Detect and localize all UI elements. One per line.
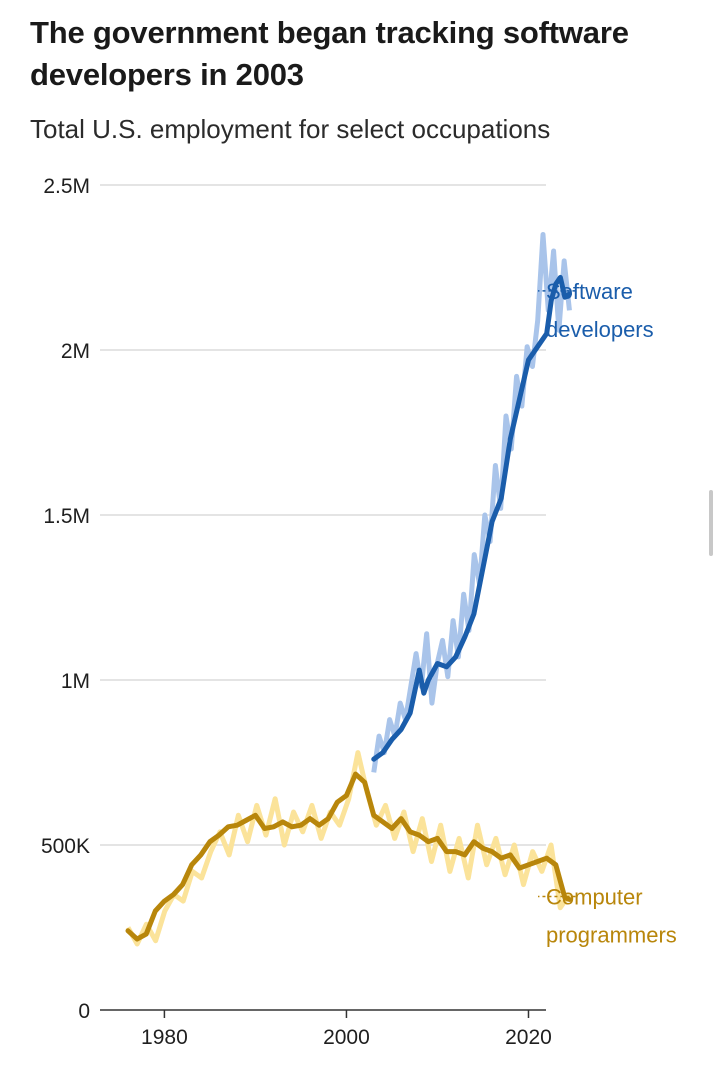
series-label: Software [546,279,633,304]
series-labels: Software developers Computer programmers [538,279,677,947]
series-line [125,771,572,942]
chart-title: The government began tracking software d… [30,15,629,92]
gridlines [100,184,546,846]
y-tick-label: 1.5M [43,505,90,528]
series-lines [125,232,572,947]
series-raw-line [125,750,572,947]
series-label: programmers [546,922,677,947]
series-line [371,274,572,762]
y-tick-label: 2M [61,340,90,363]
y-tick-label: 500K [41,835,90,858]
series-label: Computer [546,884,643,909]
x-tick-label: 1980 [141,1026,188,1049]
x-tick-label: 2000 [323,1026,370,1049]
y-tick-label: 2.5M [43,175,90,198]
scrollbar-thumb[interactable] [709,490,713,556]
x-axis: 1980 2000 2020 [100,1009,552,1049]
y-axis: 0 500K 1M 1.5M 2M 2.5M [41,175,90,1023]
y-tick-label: 1M [61,670,90,693]
series-raw-line [371,232,572,773]
y-tick-label: 0 [78,1000,90,1023]
x-tick-label: 2020 [505,1026,552,1049]
chart-subtitle: Total U.S. employment for select occupat… [30,114,551,144]
series-label: developers [546,317,654,342]
